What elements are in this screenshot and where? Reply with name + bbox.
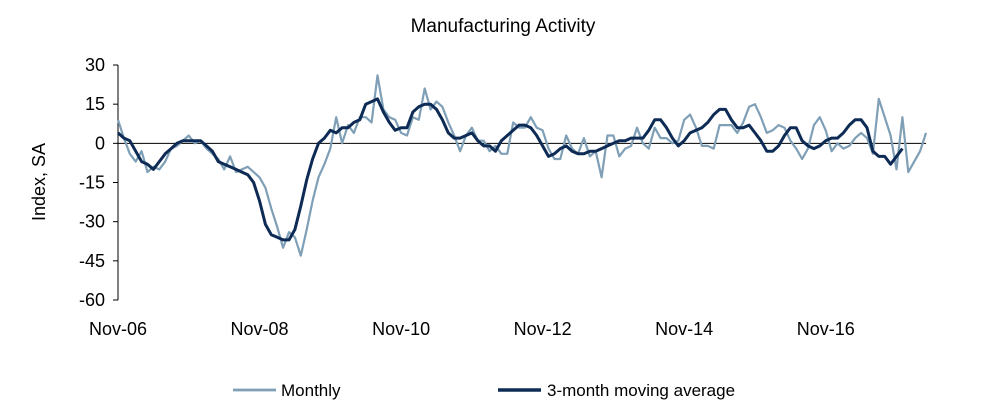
y-tick-label: -60 bbox=[79, 290, 105, 310]
x-tick-label: Nov-12 bbox=[514, 319, 572, 339]
x-tick-label: Nov-14 bbox=[655, 319, 713, 339]
y-axis-label: Index, SA bbox=[29, 143, 49, 221]
series-layer bbox=[116, 74, 928, 257]
y-axis: 30 15 0 -15 -30 -45 -60 bbox=[79, 55, 119, 310]
legend: Monthly 3-month moving average bbox=[233, 381, 735, 400]
x-tick-label: Nov-16 bbox=[797, 319, 855, 339]
monthly-line bbox=[116, 74, 928, 257]
y-tick-label: 30 bbox=[85, 55, 105, 75]
y-tick-label: 15 bbox=[85, 94, 105, 114]
x-tick-label: Nov-06 bbox=[89, 319, 147, 339]
x-tick-label: Nov-10 bbox=[372, 319, 430, 339]
y-tick-label: 0 bbox=[95, 133, 105, 153]
x-axis: Nov-06 Nov-08 Nov-10 Nov-12 Nov-14 Nov-16 bbox=[89, 142, 926, 339]
x-tick-label: Nov-08 bbox=[231, 319, 289, 339]
chart-title: Manufacturing Activity bbox=[411, 16, 596, 37]
legend-label-moving-average: 3-month moving average bbox=[547, 381, 735, 400]
moving-average-line bbox=[117, 97, 904, 242]
legend-label-monthly: Monthly bbox=[281, 381, 341, 400]
y-tick-label: -30 bbox=[79, 212, 105, 232]
y-tick-label: -45 bbox=[79, 251, 105, 271]
y-tick-label: -15 bbox=[79, 173, 105, 193]
